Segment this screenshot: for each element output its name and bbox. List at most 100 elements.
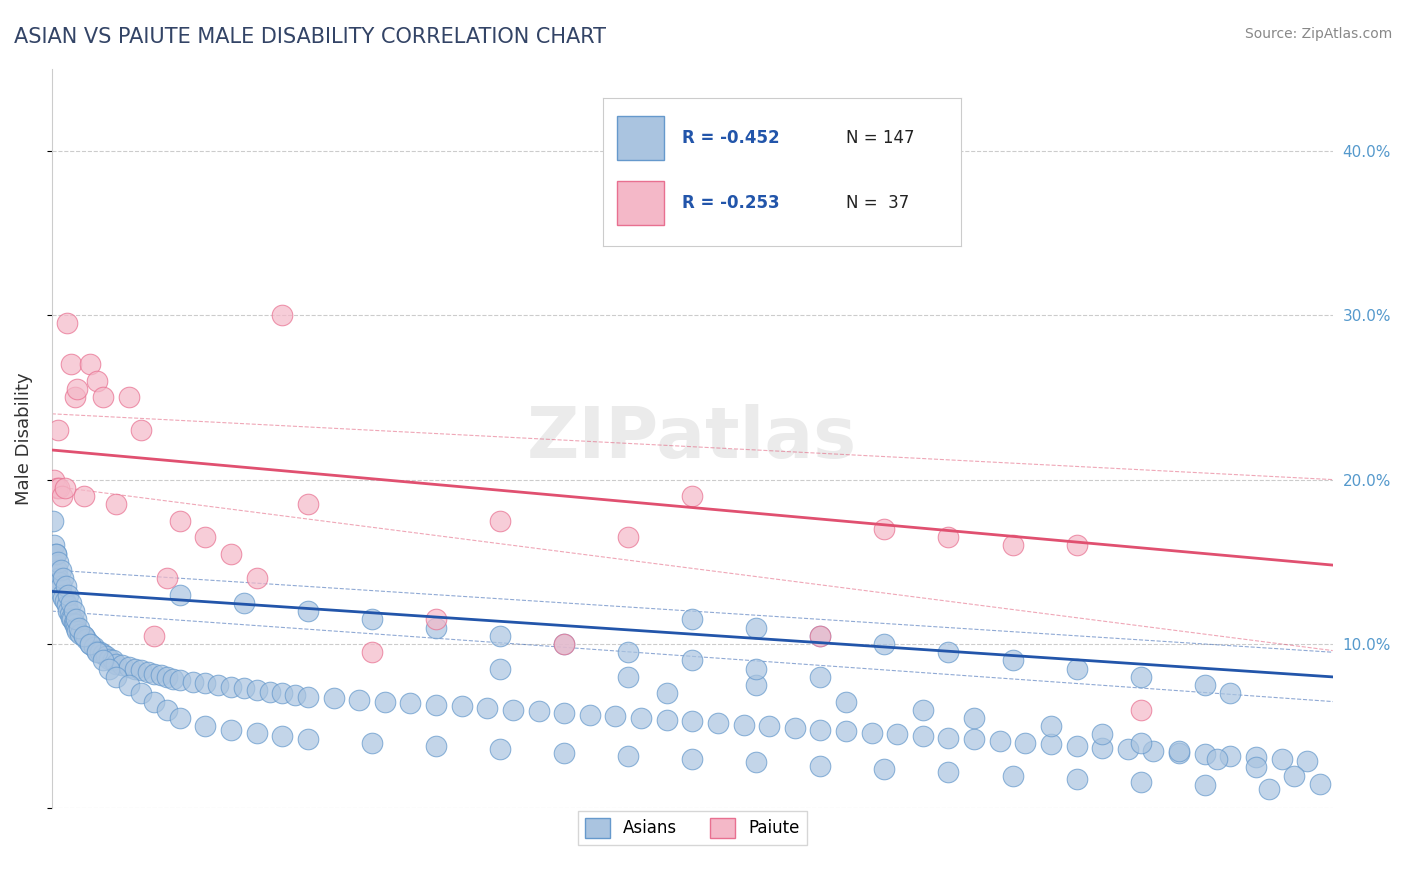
Point [56, 598, 79, 612]
Text: ZIPatlas: ZIPatlas [527, 404, 858, 473]
Point [59, 607, 82, 622]
Point [232, 596, 254, 610]
Point [1284, 768, 1306, 782]
Point [938, 645, 960, 659]
Point [58, 604, 80, 618]
Point [489, 514, 512, 528]
Point [963, 711, 986, 725]
Point [450, 699, 472, 714]
Point [79, 637, 101, 651]
Point [489, 629, 512, 643]
Point [489, 662, 512, 676]
Point [297, 732, 319, 747]
Point [1296, 754, 1319, 768]
Point [1066, 662, 1088, 676]
Point [578, 707, 600, 722]
Point [617, 530, 640, 544]
Point [502, 703, 524, 717]
Point [46, 555, 69, 569]
Point [79, 637, 101, 651]
Point [104, 670, 127, 684]
Point [45, 563, 67, 577]
Point [374, 695, 396, 709]
Point [297, 690, 319, 704]
Point [477, 701, 499, 715]
Point [681, 653, 703, 667]
Text: ASIAN VS PAIUTE MALE DISABILITY CORRELATION CHART: ASIAN VS PAIUTE MALE DISABILITY CORRELAT… [14, 27, 606, 46]
Point [938, 731, 960, 745]
Point [131, 663, 153, 677]
Point [1014, 736, 1036, 750]
Point [553, 706, 575, 720]
Point [1129, 775, 1152, 789]
Point [143, 695, 166, 709]
Point [630, 711, 652, 725]
Point [297, 497, 319, 511]
Point [655, 686, 678, 700]
Point [271, 308, 294, 322]
Point [745, 662, 768, 676]
Point [284, 688, 307, 702]
Point [681, 752, 703, 766]
Point [605, 709, 627, 723]
Point [1091, 727, 1114, 741]
Point [66, 382, 89, 396]
Point [617, 748, 640, 763]
Point [745, 678, 768, 692]
Point [79, 358, 101, 372]
Point [219, 547, 242, 561]
Point [1194, 678, 1216, 692]
Point [66, 624, 89, 638]
Point [963, 732, 986, 747]
Point [49, 563, 72, 577]
Point [124, 662, 146, 676]
Point [232, 681, 254, 696]
Point [911, 703, 934, 717]
Point [1168, 746, 1191, 760]
Point [65, 612, 87, 626]
Point [58, 588, 80, 602]
Point [1270, 752, 1292, 766]
Point [44, 473, 66, 487]
Point [873, 762, 896, 776]
Point [361, 645, 384, 659]
Point [707, 715, 730, 730]
Point [59, 596, 82, 610]
Point [143, 629, 166, 643]
Point [98, 662, 121, 676]
Point [53, 594, 76, 608]
Point [131, 686, 153, 700]
Point [104, 497, 127, 511]
Point [194, 719, 217, 733]
Point [322, 691, 344, 706]
Point [553, 637, 575, 651]
Point [425, 621, 447, 635]
Point [808, 670, 831, 684]
Point [1168, 744, 1191, 758]
Point [169, 673, 191, 688]
Point [835, 724, 858, 739]
Point [194, 676, 217, 690]
Point [553, 746, 575, 760]
Point [59, 358, 82, 372]
Point [162, 672, 184, 686]
Point [347, 693, 370, 707]
Point [83, 640, 105, 655]
Point [1194, 779, 1216, 793]
Point [149, 668, 172, 682]
Point [361, 736, 384, 750]
Point [51, 489, 73, 503]
Point [91, 653, 114, 667]
Point [425, 612, 447, 626]
Point [62, 615, 84, 630]
Point [89, 645, 111, 659]
Point [51, 588, 73, 602]
Point [1001, 653, 1024, 667]
Point [399, 696, 422, 710]
Point [1129, 703, 1152, 717]
Point [62, 604, 84, 618]
Point [44, 538, 66, 552]
Point [988, 734, 1011, 748]
Point [194, 530, 217, 544]
Point [938, 530, 960, 544]
